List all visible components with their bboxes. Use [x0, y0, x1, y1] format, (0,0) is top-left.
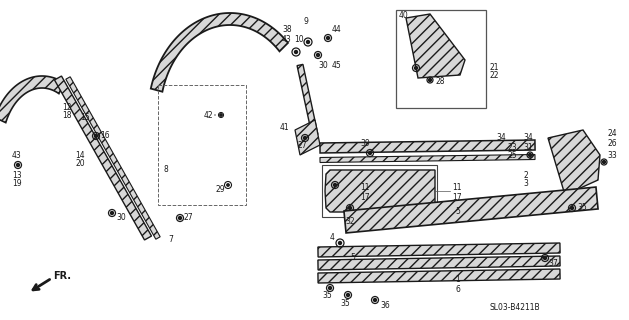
Circle shape — [428, 78, 431, 82]
Text: 33: 33 — [607, 150, 617, 159]
Text: 28: 28 — [435, 77, 445, 86]
Text: 41: 41 — [280, 124, 289, 132]
PathPatch shape — [151, 13, 288, 92]
Text: 30: 30 — [318, 60, 328, 69]
Text: 10: 10 — [294, 36, 304, 44]
Text: 5: 5 — [350, 253, 355, 262]
PathPatch shape — [66, 77, 160, 239]
Text: 19: 19 — [12, 179, 21, 188]
Text: 40: 40 — [399, 11, 409, 20]
Text: 21: 21 — [490, 63, 499, 73]
Text: 30: 30 — [116, 213, 126, 222]
Circle shape — [227, 184, 229, 186]
Text: 29: 29 — [215, 186, 225, 195]
PathPatch shape — [344, 187, 598, 233]
Text: 35: 35 — [322, 292, 331, 300]
Text: 9: 9 — [304, 18, 309, 27]
Circle shape — [338, 242, 342, 244]
Text: 1: 1 — [455, 276, 460, 284]
Text: 22: 22 — [490, 71, 499, 81]
Text: 25: 25 — [507, 151, 516, 161]
PathPatch shape — [295, 120, 320, 155]
Text: 17: 17 — [360, 194, 370, 203]
Text: 12: 12 — [62, 103, 72, 113]
Text: 35: 35 — [577, 204, 587, 212]
Circle shape — [111, 212, 113, 214]
Text: 32: 32 — [345, 218, 355, 227]
Text: 45: 45 — [332, 60, 342, 69]
Circle shape — [326, 36, 330, 39]
Text: 42: 42 — [204, 110, 214, 119]
Circle shape — [220, 114, 222, 116]
PathPatch shape — [325, 170, 435, 212]
PathPatch shape — [320, 155, 535, 163]
Text: 18: 18 — [62, 111, 72, 121]
Text: 17: 17 — [452, 193, 462, 202]
Text: 26: 26 — [607, 139, 616, 148]
Text: 4: 4 — [330, 234, 335, 243]
Text: 34: 34 — [523, 133, 533, 142]
Text: 3: 3 — [523, 180, 528, 188]
Text: FR.: FR. — [53, 271, 71, 281]
Text: 5: 5 — [455, 207, 460, 217]
PathPatch shape — [320, 140, 535, 153]
PathPatch shape — [548, 130, 600, 195]
Circle shape — [306, 41, 309, 44]
Text: 35: 35 — [340, 299, 350, 308]
Text: 14: 14 — [75, 150, 85, 159]
Text: 13: 13 — [12, 171, 21, 180]
PathPatch shape — [297, 64, 318, 136]
Bar — [158, 85, 246, 205]
Circle shape — [374, 299, 377, 301]
Text: 44: 44 — [332, 26, 342, 35]
Circle shape — [94, 134, 97, 138]
Text: 31: 31 — [523, 143, 533, 153]
Text: 34: 34 — [496, 132, 506, 141]
Text: 27: 27 — [184, 213, 194, 222]
PathPatch shape — [318, 269, 560, 283]
PathPatch shape — [318, 256, 560, 270]
Text: 16: 16 — [100, 132, 109, 140]
Text: 20: 20 — [75, 158, 85, 167]
Text: SL03-B4211B: SL03-B4211B — [490, 303, 540, 312]
PathPatch shape — [0, 76, 64, 123]
Text: 6: 6 — [455, 285, 460, 294]
Text: 43: 43 — [12, 150, 22, 159]
Circle shape — [328, 286, 331, 290]
Text: 36: 36 — [380, 301, 390, 310]
Text: 8: 8 — [164, 165, 169, 174]
Circle shape — [603, 161, 606, 164]
Circle shape — [333, 183, 337, 187]
Circle shape — [348, 206, 352, 210]
Circle shape — [16, 164, 19, 166]
Text: 38: 38 — [282, 26, 292, 35]
Circle shape — [543, 257, 547, 260]
Text: 24: 24 — [607, 129, 616, 138]
Circle shape — [528, 154, 532, 156]
Text: 11: 11 — [360, 183, 369, 193]
Text: 11: 11 — [452, 182, 462, 191]
Bar — [396, 10, 486, 108]
Text: 15: 15 — [80, 114, 89, 123]
Text: 7: 7 — [168, 236, 173, 244]
Text: 27: 27 — [298, 140, 308, 149]
Text: 39: 39 — [360, 139, 370, 148]
Circle shape — [316, 53, 320, 57]
Circle shape — [369, 151, 372, 155]
PathPatch shape — [55, 76, 152, 240]
Text: 37: 37 — [548, 260, 558, 268]
Text: 2: 2 — [523, 171, 528, 180]
Circle shape — [304, 137, 306, 140]
Bar — [322, 165, 437, 217]
PathPatch shape — [406, 14, 465, 78]
Circle shape — [294, 51, 298, 53]
Text: 23: 23 — [507, 143, 516, 153]
Circle shape — [415, 67, 418, 69]
Text: 43: 43 — [282, 36, 292, 44]
Circle shape — [347, 293, 350, 297]
Circle shape — [179, 217, 182, 220]
PathPatch shape — [318, 243, 560, 257]
Circle shape — [571, 206, 574, 210]
